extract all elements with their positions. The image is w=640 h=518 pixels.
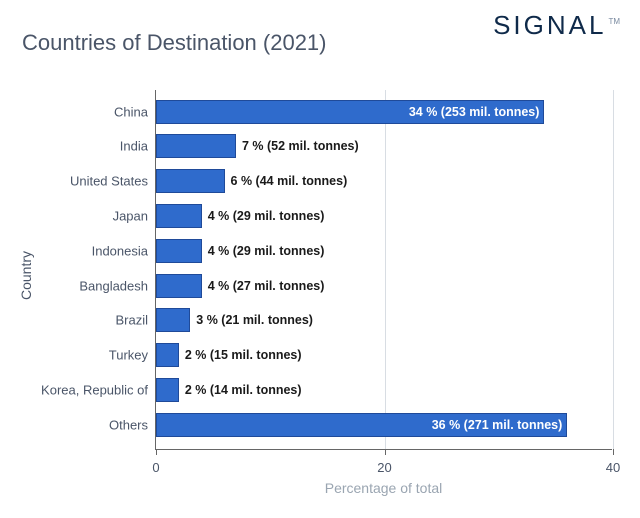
bar: [156, 169, 225, 193]
category-label: Brazil: [115, 313, 148, 328]
bar: [156, 239, 202, 263]
bar-value-label: 2 % (15 mil. tonnes): [185, 348, 302, 362]
category-label: Bangladesh: [79, 278, 148, 293]
bar: [156, 134, 236, 158]
x-tick-label: 20: [377, 460, 391, 475]
bar: [156, 308, 190, 332]
plot-region: 02040China34 % (253 mil. tonnes)India7 %…: [155, 90, 612, 450]
bar-value-label: 36 % (271 mil. tonnes): [432, 418, 563, 432]
category-label: Indonesia: [92, 243, 148, 258]
bar: [156, 274, 202, 298]
bar-value-label: 34 % (253 mil. tonnes): [409, 105, 540, 119]
bar-value-label: 2 % (14 mil. tonnes): [185, 383, 302, 397]
chart-area: Country Percentage of total 02040China34…: [0, 80, 640, 500]
bar-value-label: 4 % (27 mil. tonnes): [208, 279, 325, 293]
bar: [156, 378, 179, 402]
category-label: China: [114, 104, 148, 119]
category-label: Japan: [113, 209, 148, 224]
category-label: India: [120, 139, 148, 154]
x-tick: [156, 449, 157, 455]
category-label: United States: [70, 174, 148, 189]
bar: [156, 343, 179, 367]
bar-value-label: 4 % (29 mil. tonnes): [208, 244, 325, 258]
bar-value-label: 6 % (44 mil. tonnes): [231, 174, 348, 188]
category-label: Turkey: [109, 348, 148, 363]
brand-logo: SIGNALTM: [493, 10, 620, 41]
x-axis-label: Percentage of total: [155, 480, 612, 496]
gridline: [385, 90, 386, 449]
bar-value-label: 3 % (21 mil. tonnes): [196, 313, 313, 327]
bar-value-label: 4 % (29 mil. tonnes): [208, 209, 325, 223]
x-tick: [385, 449, 386, 455]
y-axis-label: Country: [18, 251, 34, 300]
brand-logo-text: SIGNAL: [493, 10, 606, 40]
x-tick: [613, 449, 614, 455]
bar: 34 % (253 mil. tonnes): [156, 100, 544, 124]
bar-value-label: 7 % (52 mil. tonnes): [242, 139, 359, 153]
x-tick-label: 0: [152, 460, 159, 475]
bar: [156, 204, 202, 228]
category-label: Korea, Republic of: [41, 383, 148, 398]
bar: 36 % (271 mil. tonnes): [156, 413, 567, 437]
category-label: Others: [109, 417, 148, 432]
x-tick-label: 40: [606, 460, 620, 475]
gridline: [613, 90, 614, 449]
brand-logo-tm: TM: [608, 17, 620, 26]
chart-title: Countries of Destination (2021): [22, 30, 327, 56]
